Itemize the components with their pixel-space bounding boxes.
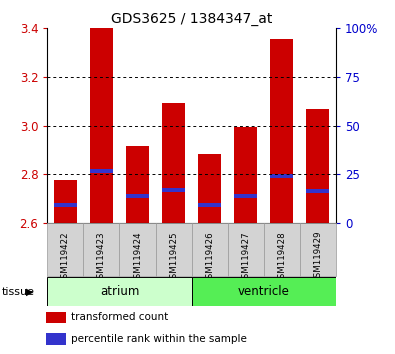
Bar (198, 154, 221, 223)
Text: GSM119424: GSM119424 (133, 231, 142, 284)
FancyBboxPatch shape (264, 223, 300, 276)
Bar (47, 312, 66, 324)
FancyBboxPatch shape (47, 223, 83, 276)
Bar (90, 169, 113, 173)
Bar (90, 28, 113, 223)
Text: GSM119427: GSM119427 (241, 231, 250, 284)
FancyBboxPatch shape (192, 277, 336, 306)
FancyBboxPatch shape (47, 277, 192, 306)
Bar (126, 194, 149, 198)
Bar (162, 103, 185, 223)
FancyBboxPatch shape (120, 223, 156, 276)
Text: GSM119423: GSM119423 (97, 231, 106, 284)
Text: GSM119429: GSM119429 (313, 231, 322, 284)
Bar (306, 109, 329, 223)
Text: GSM119425: GSM119425 (169, 231, 178, 284)
Bar (47, 333, 66, 345)
Text: percentile rank within the sample: percentile rank within the sample (71, 334, 246, 344)
FancyBboxPatch shape (83, 223, 120, 276)
FancyBboxPatch shape (228, 223, 264, 276)
Bar (54, 181, 77, 223)
Bar (162, 188, 185, 192)
FancyBboxPatch shape (300, 223, 336, 276)
Title: GDS3625 / 1384347_at: GDS3625 / 1384347_at (111, 12, 272, 26)
Text: GSM119428: GSM119428 (277, 231, 286, 284)
Bar (234, 194, 258, 198)
FancyBboxPatch shape (192, 223, 228, 276)
Bar (198, 203, 221, 207)
Bar (306, 189, 329, 193)
Bar (126, 146, 149, 223)
Text: transformed count: transformed count (71, 313, 168, 322)
Bar (270, 173, 293, 177)
Text: ventricle: ventricle (238, 285, 290, 298)
Text: GSM119422: GSM119422 (61, 231, 70, 284)
Bar (54, 203, 77, 207)
FancyBboxPatch shape (156, 223, 192, 276)
Text: GSM119426: GSM119426 (205, 231, 214, 284)
Text: ▶: ▶ (26, 287, 33, 297)
Bar (270, 39, 293, 223)
Text: atrium: atrium (100, 285, 139, 298)
Text: tissue: tissue (2, 287, 35, 297)
Bar (234, 127, 258, 223)
